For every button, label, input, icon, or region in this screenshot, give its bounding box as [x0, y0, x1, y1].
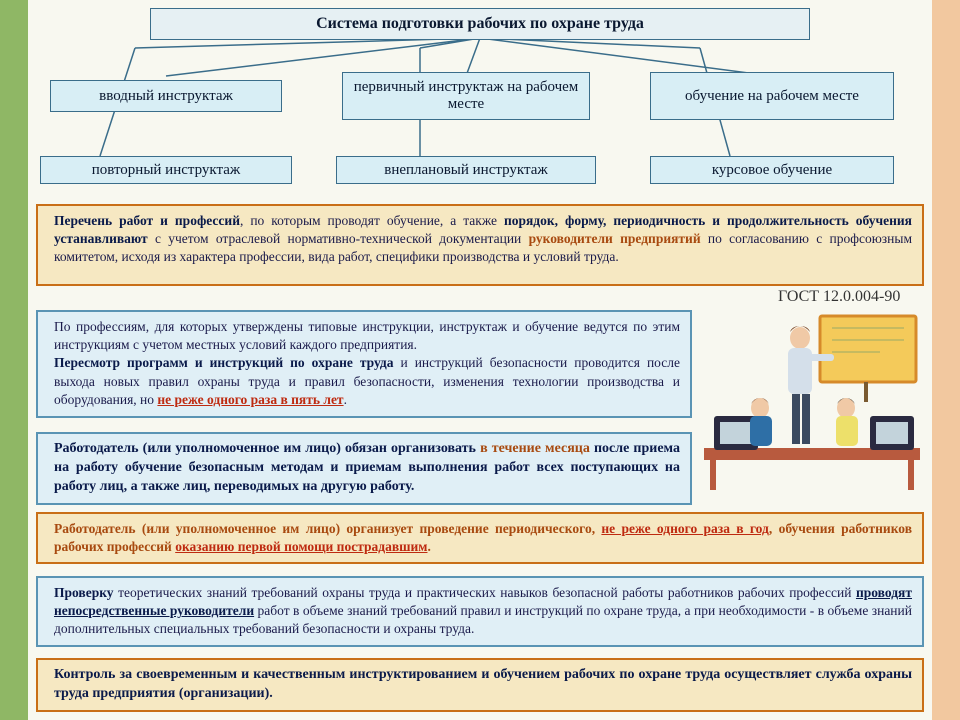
- diagram-box-vvodny: вводный инструктаж: [50, 80, 282, 112]
- gost-reference: ГОСТ 12.0.004-90: [778, 288, 900, 306]
- left-side-bar: [0, 0, 28, 720]
- diagram-title: Система подготовки рабочих по охране тру…: [150, 8, 810, 40]
- training-illustration: [700, 310, 924, 505]
- text-panel-para1: Перечень работ и профессий, по которым п…: [36, 204, 924, 286]
- diagram-box-pervichny: первичный инструктаж на рабочем месте: [342, 72, 590, 120]
- diagram-box-vneplanovy: внеплановый инструктаж: [336, 156, 596, 184]
- text-panel-para2: По профессиям, для которых утверждены ти…: [36, 310, 692, 418]
- diagram-box-obuchenie: обучение на рабочем месте: [650, 72, 894, 120]
- right-side-bar: [932, 0, 960, 720]
- text-panel-para5: Проверку теоретических знаний требований…: [36, 576, 924, 647]
- text-panel-para3: Работодатель (или уполномоченное им лицо…: [36, 432, 692, 505]
- text-panel-para4: Работодатель (или уполномоченное им лицо…: [36, 512, 924, 564]
- diagram-box-kursovoe: курсовое обучение: [650, 156, 894, 184]
- text-panel-para6: Контроль за своевременным и качественным…: [36, 658, 924, 712]
- diagram-box-povtorny: повторный инструктаж: [40, 156, 292, 184]
